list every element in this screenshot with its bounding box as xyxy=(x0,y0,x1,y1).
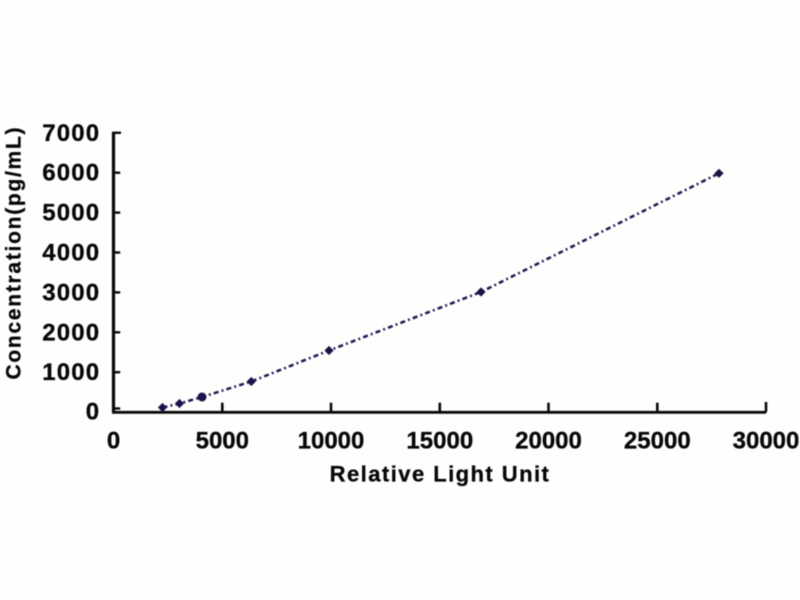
svg-text:30000: 30000 xyxy=(733,428,800,455)
svg-text:0: 0 xyxy=(86,399,101,426)
svg-text:4000: 4000 xyxy=(42,240,100,267)
svg-text:20000: 20000 xyxy=(515,428,582,455)
svg-text:1000: 1000 xyxy=(42,359,100,386)
svg-text:5000: 5000 xyxy=(42,200,100,227)
svg-text:10000: 10000 xyxy=(298,428,365,455)
svg-text:6000: 6000 xyxy=(42,160,100,187)
svg-text:2000: 2000 xyxy=(42,319,100,346)
svg-text:Relative Light Unit: Relative Light Unit xyxy=(330,462,551,487)
svg-text:3000: 3000 xyxy=(42,279,100,306)
svg-text:5000: 5000 xyxy=(196,428,249,455)
svg-text:7000: 7000 xyxy=(42,120,100,147)
svg-text:Concentration(pg/mL): Concentration(pg/mL) xyxy=(3,126,26,380)
svg-text:25000: 25000 xyxy=(624,428,691,455)
svg-text:15000: 15000 xyxy=(406,428,473,455)
svg-text:0: 0 xyxy=(107,428,120,455)
